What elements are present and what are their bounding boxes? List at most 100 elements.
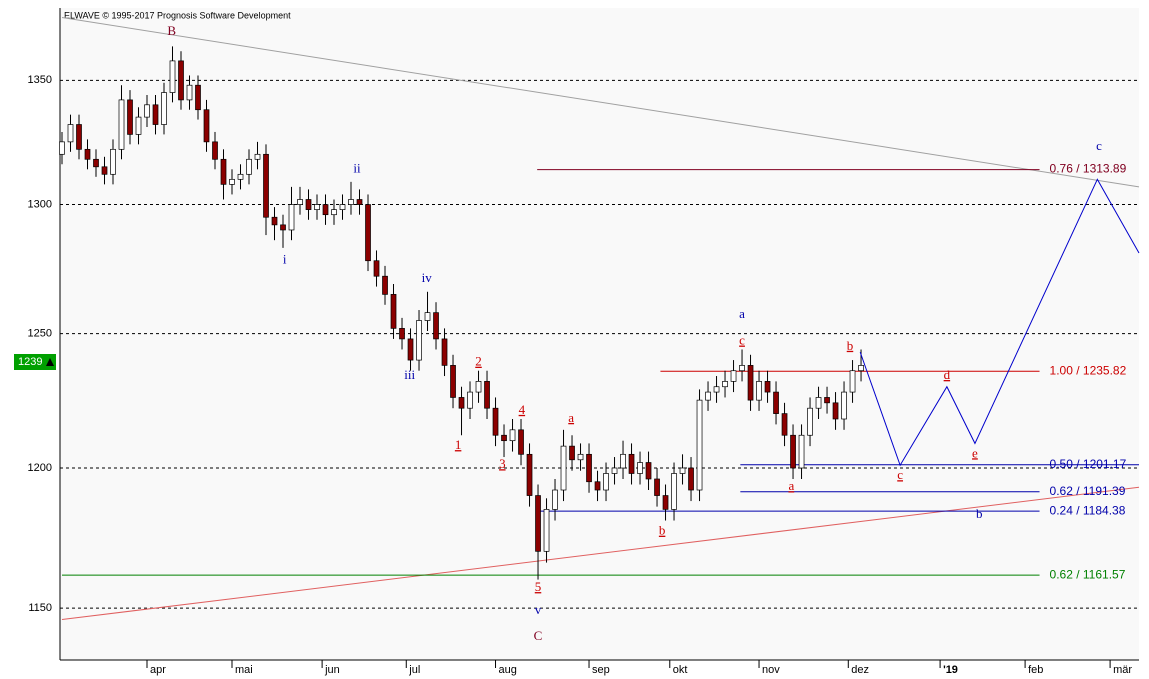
candle-body xyxy=(271,216,278,226)
candle-body xyxy=(620,453,626,469)
candle-body xyxy=(679,467,686,474)
candle-body xyxy=(603,473,609,491)
candle-body xyxy=(373,260,380,277)
wave-label: b xyxy=(976,506,983,521)
candle-body xyxy=(824,397,830,404)
candle-body xyxy=(110,148,116,175)
candle-body xyxy=(161,92,167,125)
x-tick-label: aug xyxy=(499,664,517,676)
y-tick-label: 1250 xyxy=(28,328,52,340)
candle-body xyxy=(688,467,694,491)
candle-body xyxy=(118,99,125,150)
candle-body xyxy=(594,481,601,491)
x-tick-label: jul xyxy=(408,664,420,676)
candle-body xyxy=(560,445,567,491)
candle-body xyxy=(390,294,397,329)
candle-body xyxy=(127,99,133,135)
wave-label: ii xyxy=(353,160,361,175)
candle-body xyxy=(433,312,439,340)
level-label: 0.76 / 1313.89 xyxy=(1050,162,1127,176)
candle-body xyxy=(841,391,847,420)
level-label: 0.24 / 1184.38 xyxy=(1050,503,1126,517)
wave-label: 2 xyxy=(475,354,482,369)
candle-body xyxy=(246,158,252,175)
candle-body xyxy=(611,467,618,474)
level-label: 0.62 / 1191.39 xyxy=(1050,484,1126,498)
candle-body xyxy=(518,429,524,455)
x-tick-label: okt xyxy=(673,664,688,676)
price-box xyxy=(14,354,56,370)
level-label: 0.62 / 1161.57 xyxy=(1050,567,1126,581)
candle-body xyxy=(59,141,65,155)
candle-body xyxy=(144,104,150,118)
candle-body xyxy=(458,397,465,409)
candle-body xyxy=(101,166,108,175)
wave-label: b xyxy=(659,523,666,538)
current-price: 1239 xyxy=(18,356,42,368)
candle-body xyxy=(356,199,363,205)
trendline xyxy=(61,17,1140,188)
candle-body xyxy=(501,434,507,442)
wave-label: c xyxy=(1096,138,1102,153)
candle-body xyxy=(552,489,558,510)
x-tick-label: mai xyxy=(235,664,253,676)
x-tick-label: mär xyxy=(1113,664,1132,676)
candle-body xyxy=(348,199,354,205)
wave-label: e xyxy=(972,445,978,460)
x-tick-label: jun xyxy=(324,664,340,676)
candle-body xyxy=(484,381,490,409)
candle-body xyxy=(229,178,235,185)
candle-body xyxy=(577,453,584,461)
candle-body xyxy=(790,434,796,469)
candle-body xyxy=(849,370,856,393)
projection-line xyxy=(859,178,1140,467)
candle-body xyxy=(730,370,737,382)
wave-label: a xyxy=(568,410,574,425)
candle-body xyxy=(331,209,337,216)
candle-body xyxy=(492,407,499,436)
candle-body xyxy=(76,124,82,150)
candle-body xyxy=(237,173,244,180)
wave-label: B xyxy=(167,23,176,38)
candle-body xyxy=(798,434,805,469)
candle-body xyxy=(705,391,711,401)
wave-label: v xyxy=(535,602,542,617)
plot-area xyxy=(60,8,1139,660)
wave-label: 4 xyxy=(519,402,526,417)
y-tick-label: 1200 xyxy=(28,462,52,474)
candle-body xyxy=(67,124,74,143)
candle-body xyxy=(339,204,346,210)
candle-body xyxy=(467,391,473,409)
candle-body xyxy=(807,407,813,436)
candle-body xyxy=(671,473,677,510)
x-tick-label: apr xyxy=(150,664,166,676)
candle-body xyxy=(424,312,431,321)
candle-body xyxy=(713,386,720,393)
candle-body xyxy=(543,509,550,552)
wave-label: i xyxy=(283,252,287,267)
candle-body xyxy=(186,84,193,101)
y-tick-label: 1350 xyxy=(28,74,52,86)
candle-body xyxy=(450,365,456,398)
candle-body xyxy=(696,399,703,491)
wave-label: C xyxy=(534,628,543,643)
candle-body xyxy=(305,199,312,210)
wave-label: c xyxy=(897,467,903,482)
candle-body xyxy=(586,453,592,483)
candle-body xyxy=(747,365,754,401)
wave-label: 1 xyxy=(455,437,462,452)
x-tick-label: feb xyxy=(1028,664,1043,676)
candle-body xyxy=(195,84,201,111)
candle-body xyxy=(441,338,448,366)
trendline xyxy=(61,486,1140,621)
candle-body xyxy=(628,453,635,474)
x-tick-label: sep xyxy=(592,664,610,676)
y-tick-label: 1300 xyxy=(28,198,52,210)
wave-label: d xyxy=(944,367,951,382)
wave-label: c xyxy=(739,333,745,348)
candle-body xyxy=(773,391,779,414)
candle-body xyxy=(263,153,269,218)
candle-body xyxy=(475,381,482,393)
candle-body xyxy=(722,381,728,388)
